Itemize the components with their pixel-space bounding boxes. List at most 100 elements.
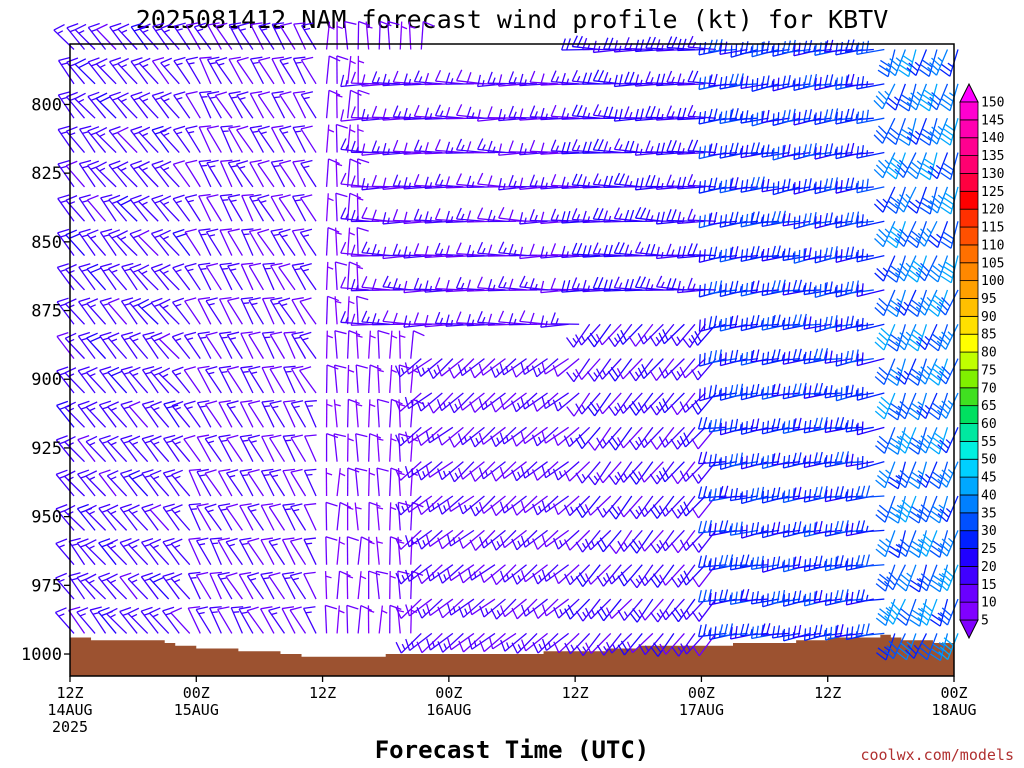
- wind-barb: [278, 263, 296, 291]
- wind-barb: [76, 538, 96, 566]
- wind-barb: [55, 538, 75, 566]
- wind-barb: [403, 142, 432, 155]
- wind-barb: [300, 56, 317, 85]
- wind-barb: [397, 536, 405, 565]
- wind-barb: [835, 75, 864, 91]
- wind-barb: [670, 495, 696, 519]
- wind-barb: [410, 605, 418, 634]
- wind-barb: [434, 311, 464, 325]
- wind-barb: [476, 276, 506, 291]
- wind-barb: [575, 598, 601, 622]
- wind-barb: [907, 255, 928, 283]
- wind-barb: [97, 572, 117, 600]
- wind-barb: [670, 392, 696, 416]
- wind-barb: [613, 108, 643, 122]
- x-tick-label: 00Z: [940, 684, 967, 702]
- wind-barb: [350, 71, 380, 85]
- wind-barb: [159, 126, 180, 153]
- wind-barb: [564, 564, 591, 586]
- wind-barb: [813, 485, 843, 500]
- wind-barb: [410, 433, 419, 462]
- wind-barb: [416, 461, 443, 481]
- wind-barb: [915, 289, 938, 316]
- wind-barb: [129, 194, 149, 222]
- colorbar-swatch: [959, 583, 979, 603]
- wind-barb: [151, 91, 170, 119]
- wind-barb: [334, 227, 342, 256]
- wind-barb: [908, 392, 928, 421]
- wind-barb: [561, 245, 590, 259]
- wind-barb: [761, 351, 790, 366]
- colorbar-swatch: [959, 512, 979, 532]
- colorbar-label: 30: [981, 524, 997, 539]
- wind-barb: [282, 503, 296, 531]
- wind-barb: [670, 426, 696, 450]
- wind-barb: [95, 161, 117, 188]
- wind-barb: [57, 125, 75, 153]
- wind-barb: [718, 554, 748, 568]
- wind-barb: [74, 58, 96, 85]
- wind-barb: [587, 426, 612, 451]
- wind-barb: [158, 333, 180, 360]
- wind-barb: [907, 221, 928, 249]
- colorbar-label: 120: [981, 203, 1004, 218]
- wind-barb: [368, 330, 376, 359]
- wind-barb: [109, 22, 128, 50]
- y-tick-label: 975: [31, 576, 62, 596]
- wind-barb: [936, 289, 959, 316]
- wind-barb: [629, 529, 654, 554]
- wind-barb: [490, 495, 517, 517]
- colorbar-swatch: [959, 298, 979, 317]
- wind-barb: [425, 461, 454, 478]
- wind-barb: [919, 118, 938, 146]
- wind-barb: [108, 125, 128, 153]
- wind-barb: [895, 358, 917, 385]
- wind-barb: [478, 358, 506, 376]
- wind-barb: [616, 323, 643, 345]
- wind-barb: [887, 358, 907, 387]
- wind-barb: [355, 364, 368, 394]
- wind-barb: [687, 70, 717, 85]
- wind-barb: [750, 452, 780, 467]
- wind-barb: [98, 469, 117, 497]
- wind-barb: [397, 501, 411, 531]
- wind-barb: [375, 536, 383, 565]
- wind-barb: [249, 56, 265, 85]
- wind-barb: [395, 529, 422, 550]
- wind-barb: [782, 351, 811, 365]
- wind-barb: [916, 427, 938, 454]
- wind-barb: [382, 212, 411, 225]
- wind-barb: [511, 564, 538, 585]
- wind-barb: [350, 106, 380, 119]
- x-axis-label: Forecast Time (UTC): [375, 736, 650, 764]
- wind-barb: [437, 598, 464, 619]
- wind-barb: [86, 332, 107, 360]
- wind-barb: [761, 75, 790, 89]
- wind-barb: [458, 564, 485, 584]
- wind-barb: [511, 495, 538, 516]
- wind-barb: [119, 469, 138, 497]
- wind-barb: [185, 22, 201, 50]
- wind-barb: [824, 108, 853, 122]
- wind-barb: [649, 358, 675, 381]
- wind-barb: [649, 323, 675, 347]
- wind-barb: [691, 426, 717, 450]
- wind-barb: [109, 57, 128, 85]
- wind-barb: [708, 315, 738, 329]
- colorbar-label: 5: [981, 614, 989, 629]
- wind-barb: [666, 174, 695, 188]
- wind-barb: [260, 537, 275, 566]
- wind-barb: [887, 427, 907, 455]
- wind-barb: [226, 297, 243, 325]
- wind-barb: [708, 384, 738, 398]
- wind-barb: [183, 331, 201, 359]
- colorbar-label: 95: [981, 292, 997, 307]
- wind-barb: [628, 426, 654, 451]
- wind-barb: [185, 56, 201, 85]
- wind-barb: [196, 400, 212, 428]
- wind-barb: [508, 140, 538, 154]
- wind-barb: [532, 529, 559, 550]
- wind-barb: [873, 152, 896, 179]
- wind-barb: [582, 279, 611, 293]
- wind-barb: [368, 468, 376, 497]
